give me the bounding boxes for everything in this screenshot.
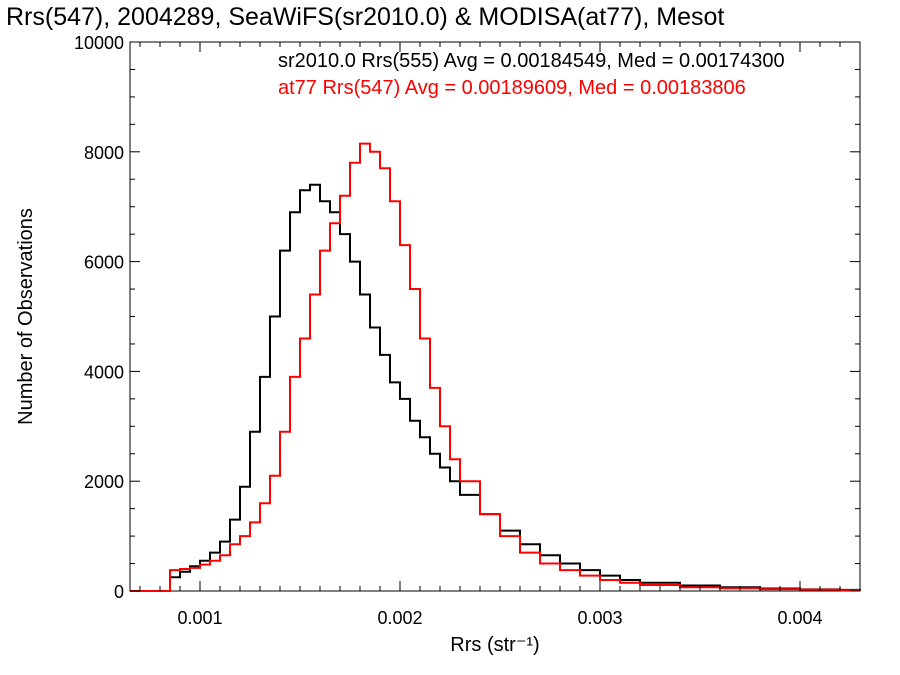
y-tick-label: 10000 [74,33,124,53]
legend: sr2010.0 Rrs(555) Avg = 0.00184549, Med … [278,50,785,99]
series-layer [130,142,861,592]
x-tick-label: 0.002 [377,608,422,628]
y-tick-label: 4000 [84,362,124,382]
chart-title: Rrs(547), 2004289, SeaWiFS(sr2010.0) & M… [6,3,724,31]
x-axis-label: Rrs (str⁻¹) [450,634,539,656]
ticks-layer [130,41,861,592]
y-tick-label: 6000 [84,253,124,273]
legend-entry-sr2010: sr2010.0 Rrs(555) Avg = 0.00184549, Med … [278,50,785,72]
y-tick-label: 0 [114,582,124,602]
x-tick-label: 0.003 [577,608,622,628]
tick-labels-layer: 0.001 0.002 0.003 0.004 0 2000 4000 6000 8000 100… [74,33,823,628]
x-tick-label: 0.001 [177,608,222,628]
x-tick-label: 0.004 [777,608,822,628]
legend-entry-at77: at77 Rrs(547) Avg = 0.00189609, Med = 0.… [278,77,746,99]
at77-histogram-line [130,142,861,592]
sr2010-histogram-line [130,183,861,592]
y-tick-label: 2000 [84,472,124,492]
y-tick-label: 8000 [84,143,124,163]
y-axis-label: Number of Observations [15,208,37,425]
